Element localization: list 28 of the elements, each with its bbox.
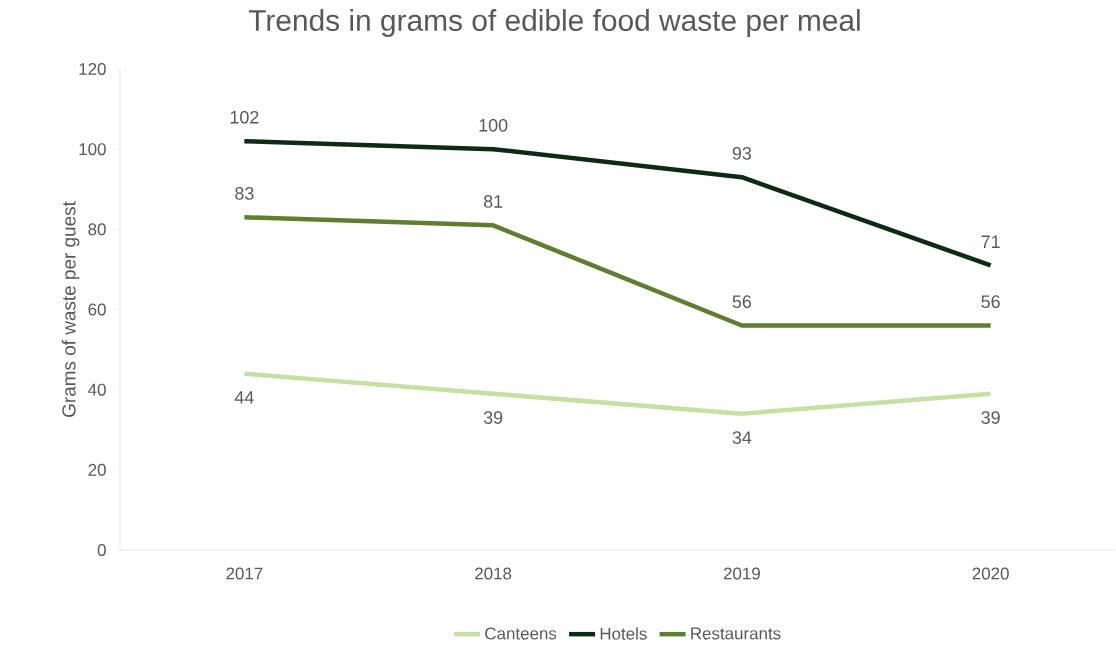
legend-label: Canteens <box>485 627 557 640</box>
x-tick-label: 2019 <box>723 567 760 580</box>
chart-title: Trends in grams of edible food waste per meal <box>248 9 860 37</box>
y-axis-title: Grams of waste per guest <box>61 201 80 417</box>
data-label: 71 <box>981 235 1000 248</box>
data-label: 81 <box>483 195 503 208</box>
x-tick-label: 2020 <box>972 567 1009 580</box>
y-tick-label: 40 <box>88 383 106 396</box>
y-tick-label: 120 <box>79 63 106 75</box>
data-label: 34 <box>732 431 752 444</box>
data-label: 100 <box>479 118 508 132</box>
y-tick-label: 80 <box>88 223 106 236</box>
legend-label: Hotels <box>600 627 647 640</box>
legend-label: Restaurants <box>691 627 781 640</box>
y-tick-label: 100 <box>79 143 106 156</box>
data-label: 39 <box>483 411 503 424</box>
y-tick-label: 60 <box>88 303 106 316</box>
data-label: 39 <box>981 411 1000 424</box>
data-label: 102 <box>230 110 259 124</box>
data-label: 56 <box>732 295 752 309</box>
y-tick-label: 20 <box>88 463 106 476</box>
data-label: 93 <box>732 146 752 160</box>
x-tick-label: 2017 <box>226 567 263 580</box>
y-tick-label: 0 <box>97 544 106 556</box>
x-tick-label: 2018 <box>475 567 512 580</box>
data-label: 83 <box>235 187 254 200</box>
data-label: 44 <box>234 391 254 404</box>
data-label: 56 <box>981 295 1000 309</box>
